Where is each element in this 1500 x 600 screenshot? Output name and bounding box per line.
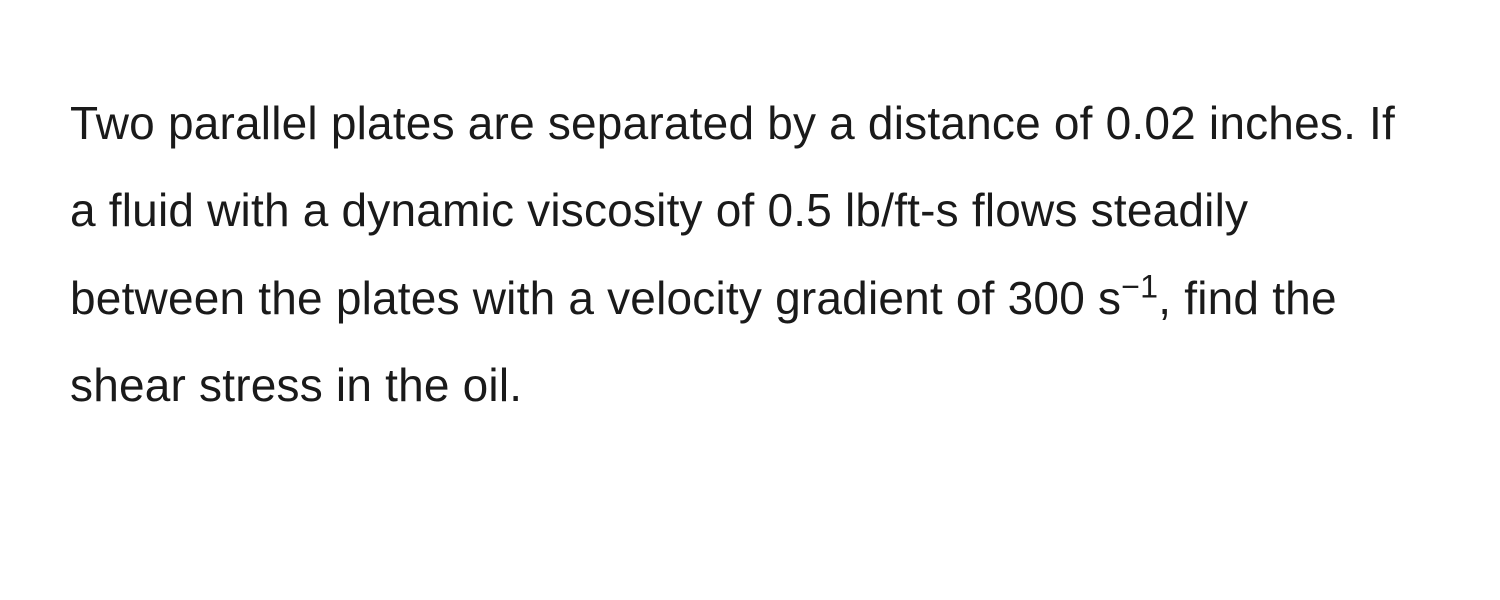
text-line-1: Two parallel plates are separated by a d… bbox=[70, 97, 1093, 149]
text-line-4-pre: velocity gradient of 300 s bbox=[607, 272, 1121, 324]
superscript-exponent: −1 bbox=[1121, 268, 1158, 304]
text-line-5: the oil. bbox=[385, 359, 522, 411]
problem-statement: Two parallel plates are separated by a d… bbox=[70, 80, 1430, 430]
